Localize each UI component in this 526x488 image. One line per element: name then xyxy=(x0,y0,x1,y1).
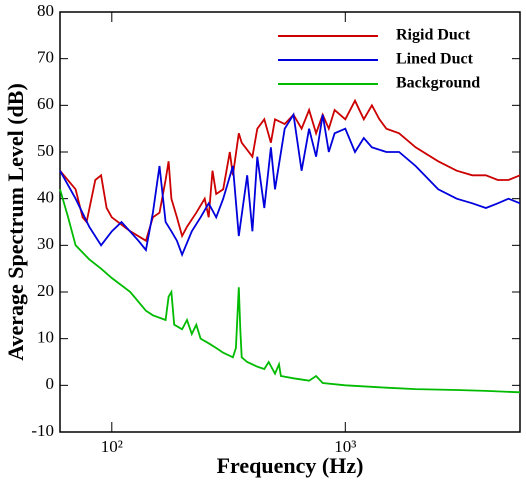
x-axis-label: Frequency (Hz) xyxy=(217,453,364,478)
y-tick-label: 40 xyxy=(37,188,54,207)
y-tick-label: 70 xyxy=(37,48,54,67)
legend-label: Background xyxy=(396,75,480,92)
y-tick-label: 80 xyxy=(37,1,54,20)
y-axis-label: Average Spectrum Level (dB) xyxy=(3,83,28,361)
y-tick-label: -10 xyxy=(31,421,54,440)
x-tick-label: 10² xyxy=(101,437,123,456)
y-tick-label: 0 xyxy=(46,374,55,393)
y-tick-label: 10 xyxy=(37,328,54,347)
series-line xyxy=(59,98,521,243)
y-tick-label: 50 xyxy=(37,141,54,160)
legend-label: Lined Duct xyxy=(396,51,474,68)
legend-label: Rigid Duct xyxy=(396,27,471,44)
y-tick-label: 60 xyxy=(37,94,54,113)
y-tick-label: 30 xyxy=(37,234,54,253)
y-tick-label: 20 xyxy=(37,281,54,300)
plot-frame xyxy=(59,11,521,433)
series-line xyxy=(59,112,521,258)
series-line xyxy=(59,189,521,394)
x-tick-label: 10³ xyxy=(334,437,356,456)
